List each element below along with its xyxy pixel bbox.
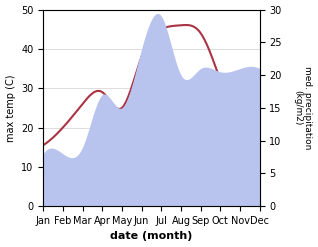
Y-axis label: med. precipitation
(kg/m2): med. precipitation (kg/m2): [293, 66, 313, 149]
X-axis label: date (month): date (month): [110, 231, 193, 242]
Y-axis label: max temp (C): max temp (C): [5, 74, 16, 142]
